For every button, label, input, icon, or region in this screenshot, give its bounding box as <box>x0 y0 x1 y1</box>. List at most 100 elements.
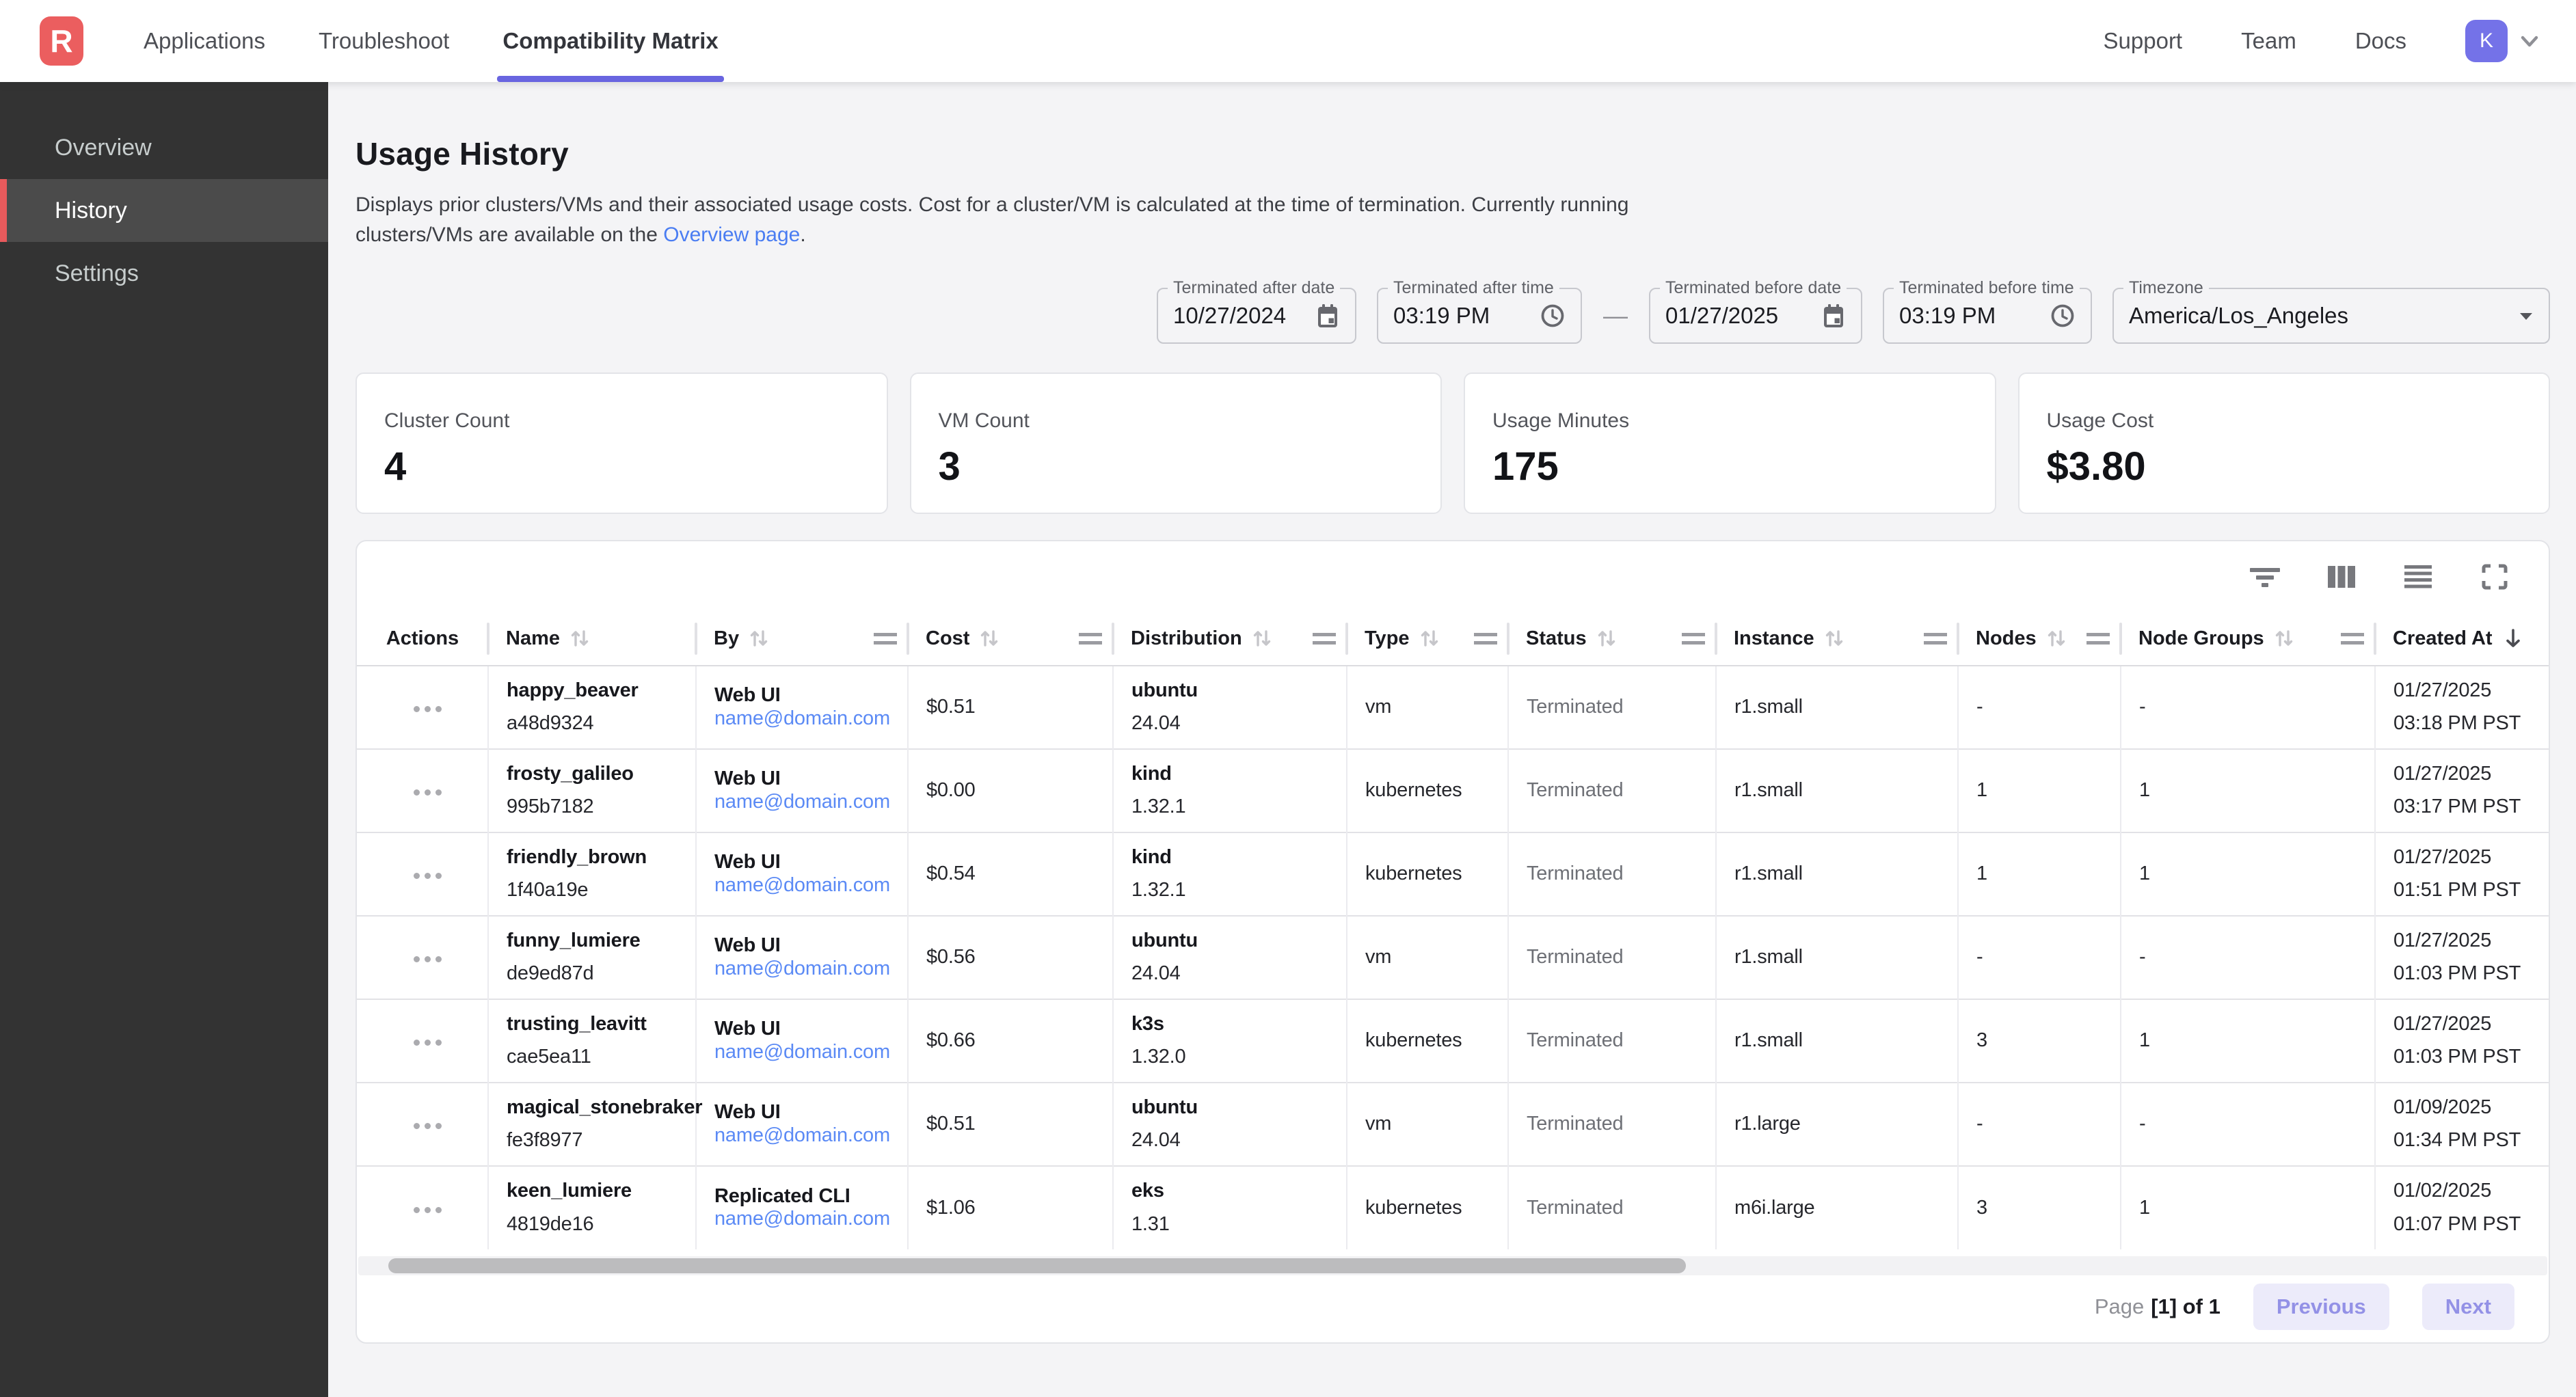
cell-secondary-text: kubernetes <box>1365 1196 1462 1219</box>
column-header-name[interactable]: Name <box>488 612 697 666</box>
column-header-instance[interactable]: Instance <box>1716 612 1959 666</box>
row-actions-button[interactable] <box>407 783 448 802</box>
column-menu-icon[interactable] <box>1079 632 1102 645</box>
terminated-before-date-field[interactable]: Terminated before date 01/27/2025 <box>1649 277 1862 344</box>
sidebar: Overview History Settings <box>0 82 328 1397</box>
nav-tab-applications[interactable]: Applications <box>144 0 265 82</box>
stat-card-usage-minutes: Usage Minutes 175 <box>1464 372 1996 514</box>
cell-distribution: ubuntu 24.04 <box>1113 914 1347 999</box>
previous-page-button[interactable]: Previous <box>2253 1283 2389 1330</box>
next-page-button[interactable]: Next <box>2421 1283 2514 1330</box>
cell-distribution: kind 1.32.1 <box>1113 748 1347 832</box>
table-row-trusting-leavitt: trusting_leavitt cae5ea11 Web UI name@domai… <box>357 998 2549 1083</box>
toolbar-filter-button[interactable] <box>2246 558 2283 595</box>
row-actions-button[interactable] <box>407 1033 448 1053</box>
column-header-created-at[interactable]: Created At <box>2375 612 2549 666</box>
cell-node_groups: 1 <box>2121 831 2376 916</box>
cell-secondary-text: r1.small <box>1734 779 1803 802</box>
horizontal-scrollbar-track[interactable] <box>358 1256 2547 1275</box>
creator-email-link[interactable]: name@domain.com <box>714 1040 890 1063</box>
sort-icon <box>750 630 768 647</box>
row-actions-button[interactable] <box>407 1200 448 1220</box>
toolbar-density-button[interactable] <box>2400 558 2437 595</box>
sidebar-item-history[interactable]: History <box>0 179 328 242</box>
row-actions-button[interactable] <box>407 699 448 719</box>
column-header-distribution[interactable]: Distribution <box>1113 612 1348 666</box>
timezone-select[interactable]: Timezone America/Los_Angeles <box>2112 277 2550 344</box>
clock-icon-slot[interactable] <box>2048 301 2077 330</box>
nav-link-team[interactable]: Team <box>2241 28 2296 53</box>
terminated-after-date-field[interactable]: Terminated after date 10/27/2024 <box>1157 277 1356 344</box>
avatar[interactable]: K <box>2465 20 2508 62</box>
cell-primary-text: kind <box>1131 845 1172 868</box>
column-header-cost[interactable]: Cost <box>908 612 1114 666</box>
cell-secondary-text: - <box>2139 946 2146 968</box>
column-menu-icon[interactable] <box>1313 632 1336 645</box>
column-menu-icon[interactable] <box>1474 632 1497 645</box>
stat-label: Usage Cost <box>2046 409 2154 432</box>
nav-right-links: Support Team Docs <box>2104 28 2406 54</box>
nav-tab-troubleshoot[interactable]: Troubleshoot <box>319 0 449 82</box>
app-logo-letter: R <box>50 23 73 59</box>
row-actions-button[interactable] <box>407 949 448 969</box>
column-header-nodes[interactable]: Nodes <box>1958 612 2122 666</box>
column-header-type[interactable]: Type <box>1347 612 1510 666</box>
cell-secondary-text: Terminated <box>1527 1113 1624 1135</box>
cell-nodes: 1 <box>1958 748 2121 832</box>
row-actions-button[interactable] <box>407 866 448 886</box>
column-menu-icon[interactable] <box>2087 632 2110 645</box>
cell-secondary-text: 01/27/2025 <box>2393 845 2492 868</box>
cell-cost: $0.51 <box>908 664 1114 749</box>
cell-secondary-text: 995b7182 <box>507 796 594 818</box>
cell-secondary-text: vm <box>1365 1113 1392 1135</box>
nav-tab-compatibility-matrix[interactable]: Compatibility Matrix <box>497 0 725 82</box>
sidebar-item-settings[interactable]: Settings <box>0 242 328 305</box>
column-menu-icon[interactable] <box>2341 632 2364 645</box>
page-value: [1] of 1 <box>2151 1294 2221 1318</box>
column-header-status[interactable]: Status <box>1508 612 1717 666</box>
creator-email-link[interactable]: name@domain.com <box>714 790 890 813</box>
creator-email-link[interactable]: name@domain.com <box>714 707 890 729</box>
column-header-label: Node Groups <box>2138 627 2264 649</box>
creator-email-link[interactable]: name@domain.com <box>714 957 890 979</box>
horizontal-scrollbar-thumb[interactable] <box>388 1258 1686 1273</box>
column-menu-icon[interactable] <box>874 632 897 645</box>
nav-tab-label: Compatibility Matrix <box>502 28 719 53</box>
row-actions-button[interactable] <box>407 1116 448 1136</box>
column-header-label: Nodes <box>1976 627 2037 649</box>
field-value: 01/27/2025 <box>1665 302 1779 328</box>
top-navbar: R Applications Troubleshoot Compatibility … <box>0 0 2576 82</box>
column-menu-icon[interactable] <box>1682 632 1705 645</box>
terminated-after-time-field[interactable]: Terminated after time 03:19 PM <box>1377 277 1582 344</box>
column-header-by[interactable]: By <box>696 612 909 666</box>
cell-instance: r1.small <box>1716 664 1959 749</box>
column-header-actions: Actions <box>357 612 489 666</box>
dropdown-arrow-icon-slot[interactable] <box>2517 307 2535 325</box>
cell-primary-text: Web UI <box>714 1101 781 1124</box>
cell-distribution: kind 1.32.1 <box>1113 831 1347 916</box>
creator-email-link[interactable]: name@domain.com <box>714 1208 890 1230</box>
clock-icon-slot[interactable] <box>1538 301 1567 330</box>
stat-value: $3.80 <box>2046 444 2146 489</box>
chevron-down-icon[interactable] <box>2517 29 2542 53</box>
cell-node_groups: - <box>2121 664 2376 749</box>
sidebar-item-overview[interactable]: Overview <box>0 116 328 179</box>
toolbar-fullscreen-button[interactable] <box>2476 558 2513 595</box>
toolbar-columns-button[interactable] <box>2323 558 2360 595</box>
density-icon <box>2404 565 2432 588</box>
calendar-icon-slot[interactable] <box>1820 302 1847 329</box>
account-menu[interactable]: K <box>2465 20 2542 62</box>
nav-link-docs[interactable]: Docs <box>2354 28 2406 53</box>
nav-link-support[interactable]: Support <box>2103 28 2183 53</box>
terminated-before-time-field[interactable]: Terminated before time 03:19 PM <box>1883 277 2092 344</box>
cell-secondary-text: 1f40a19e <box>507 879 589 901</box>
app-logo[interactable]: R <box>40 16 83 66</box>
overview-page-link[interactable]: Overview page <box>663 223 801 247</box>
column-header-node-groups[interactable]: Node Groups <box>2121 612 2376 666</box>
creator-email-link[interactable]: name@domain.com <box>714 1124 890 1146</box>
calendar-icon-slot[interactable] <box>1314 302 1341 329</box>
table-toolbar <box>357 541 2549 612</box>
stat-value: 4 <box>384 444 407 489</box>
creator-email-link[interactable]: name@domain.com <box>714 873 890 896</box>
column-menu-icon[interactable] <box>1924 632 1947 645</box>
